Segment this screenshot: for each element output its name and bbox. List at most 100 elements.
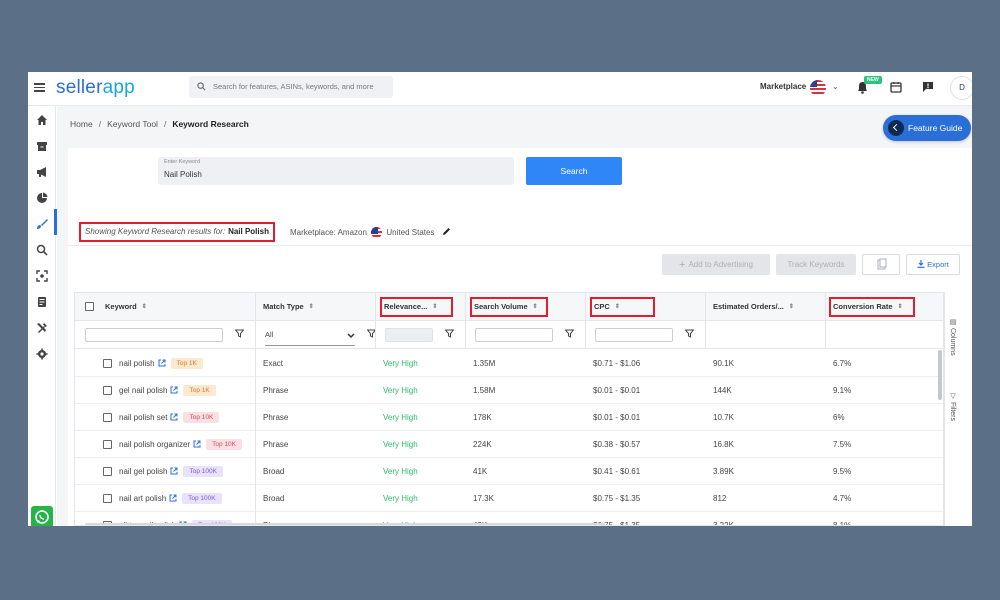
table-row[interactable]: nail gel polish Top 100K Broad Very High 41K… bbox=[75, 458, 943, 485]
sort-icon[interactable]: ⇕ bbox=[788, 304, 794, 310]
keyword-text[interactable]: nail polish bbox=[119, 359, 155, 368]
filter-icon[interactable] bbox=[685, 329, 694, 338]
table-row[interactable]: nail polish set Top 10K Phrase Very High 178… bbox=[75, 404, 943, 431]
keyword-filter-input[interactable] bbox=[85, 328, 223, 342]
column-divider bbox=[255, 377, 256, 404]
horizontal-scrollbar[interactable] bbox=[75, 522, 943, 525]
keyword-input[interactable]: Enter Keyword Nail Polish bbox=[158, 157, 514, 185]
conversion-rate-cell: 4.7% bbox=[833, 494, 852, 503]
column-label-match-type: Match Type bbox=[263, 302, 304, 311]
vertical-scrollbar-thumb[interactable] bbox=[938, 350, 942, 400]
logo[interactable]: sellerapp bbox=[56, 77, 135, 99]
report-icon[interactable] bbox=[36, 296, 48, 308]
keyword-text[interactable]: nail art polish bbox=[119, 494, 167, 503]
keyword-cell: nail polish Top 1K bbox=[119, 350, 253, 377]
search-volume-filter-input[interactable] bbox=[475, 328, 553, 342]
row-checkbox[interactable] bbox=[103, 440, 112, 449]
keyword-text[interactable]: nail polish organizer bbox=[119, 440, 191, 449]
row-checkbox[interactable] bbox=[103, 467, 112, 476]
sort-icon[interactable]: ⇕ bbox=[897, 304, 903, 310]
external-link-icon[interactable] bbox=[169, 494, 177, 502]
pie-chart-icon[interactable] bbox=[36, 192, 48, 204]
scan-icon[interactable] bbox=[36, 270, 48, 282]
breadcrumb-keyword-tool[interactable]: Keyword Tool bbox=[107, 119, 158, 129]
feedback-icon[interactable] bbox=[922, 81, 934, 93]
filter-icon[interactable] bbox=[565, 329, 574, 338]
match-type-filter-select[interactable]: All bbox=[265, 330, 274, 339]
track-keywords-button[interactable]: Track Keywords bbox=[776, 254, 856, 275]
sort-icon[interactable]: ⇕ bbox=[308, 304, 314, 310]
horizontal-scrollbar-thumb[interactable] bbox=[85, 523, 605, 525]
sort-icon[interactable]: ⇕ bbox=[141, 304, 147, 310]
gear-icon[interactable] bbox=[36, 348, 48, 360]
search-volume-cell: 178K bbox=[473, 413, 492, 422]
relevance-filter-input[interactable] bbox=[385, 328, 433, 342]
country-name: United States bbox=[386, 228, 435, 237]
column-header-match-type[interactable]: Match Type ⇕ bbox=[255, 293, 375, 321]
new-badge: NEW bbox=[864, 76, 882, 84]
export-button[interactable]: Export bbox=[906, 254, 960, 275]
table-row[interactable]: nail art polish Top 100K Broad Very High 17.… bbox=[75, 485, 943, 512]
column-header-conversion-rate[interactable]: Conversion Rate ⇕ bbox=[825, 293, 943, 321]
copy-button[interactable] bbox=[862, 254, 900, 275]
column-header-cpc[interactable]: CPC ⇕ bbox=[585, 293, 705, 321]
menu-icon[interactable] bbox=[34, 83, 45, 92]
column-label-keyword: Keyword bbox=[105, 302, 137, 311]
column-header-search-volume[interactable]: Search Volume ⇕ bbox=[465, 293, 585, 321]
add-to-advertising-button[interactable]: + Add to Advertising bbox=[662, 254, 770, 275]
filter-cell-match-type: All bbox=[255, 321, 376, 349]
divider bbox=[68, 245, 972, 246]
column-header-estimated-orders[interactable]: Estimated Orders/... ⇕ bbox=[705, 293, 825, 321]
home-icon[interactable] bbox=[36, 114, 48, 126]
column-divider bbox=[255, 458, 256, 485]
breadcrumb-home[interactable]: Home bbox=[70, 119, 93, 129]
row-checkbox[interactable] bbox=[103, 386, 112, 395]
whatsapp-button[interactable] bbox=[31, 506, 53, 526]
bell-icon[interactable] bbox=[857, 81, 868, 94]
feature-guide-button[interactable]: Feature Guide bbox=[883, 115, 971, 141]
row-checkbox[interactable] bbox=[103, 359, 112, 368]
us-flag-icon[interactable] bbox=[810, 80, 826, 96]
vertical-scrollbar[interactable] bbox=[937, 350, 943, 525]
select-all-checkbox[interactable] bbox=[85, 302, 94, 311]
search-button[interactable]: Search bbox=[526, 157, 622, 185]
calendar-icon[interactable] bbox=[890, 81, 902, 93]
table-row[interactable]: nail polish organizer Top 10K Phrase Very H… bbox=[75, 431, 943, 458]
sort-icon[interactable]: ⇕ bbox=[614, 304, 620, 310]
cpc-filter-input[interactable] bbox=[595, 328, 673, 342]
tools-icon[interactable] bbox=[36, 322, 48, 334]
chevron-down-icon[interactable]: ⌄ bbox=[832, 82, 839, 91]
sort-icon[interactable]: ⇕ bbox=[432, 304, 438, 310]
search-volume-cell: 224K bbox=[473, 440, 492, 449]
external-link-icon[interactable] bbox=[170, 413, 178, 421]
keyword-text[interactable]: nail polish set bbox=[119, 413, 168, 422]
plus-icon: + bbox=[679, 259, 686, 271]
archive-icon[interactable] bbox=[36, 140, 48, 152]
row-checkbox[interactable] bbox=[103, 494, 112, 503]
search-zoom-icon[interactable] bbox=[36, 244, 48, 256]
filters-toggle[interactable]: ▽ Filters bbox=[948, 392, 956, 421]
columns-toggle[interactable]: ▤ Columns bbox=[948, 318, 956, 356]
chevron-down-icon[interactable] bbox=[347, 333, 355, 339]
filter-icon[interactable] bbox=[235, 329, 244, 338]
column-header-relevance[interactable]: Relevance... ⇕ bbox=[375, 293, 465, 321]
user-avatar[interactable]: D bbox=[950, 76, 972, 100]
megaphone-icon[interactable] bbox=[36, 166, 48, 178]
column-divider bbox=[255, 404, 256, 431]
external-link-icon[interactable] bbox=[158, 359, 166, 367]
table-row[interactable]: nail polish Top 1K Exact Very High 1.35M $0.7… bbox=[75, 350, 943, 377]
external-link-icon[interactable] bbox=[170, 467, 178, 475]
external-link-icon[interactable] bbox=[170, 386, 178, 394]
table-row[interactable]: gel nail polish Top 1K Phrase Very High 1.58… bbox=[75, 377, 943, 404]
estimated-orders-cell: 90.1K bbox=[713, 359, 734, 368]
edit-pencil-icon[interactable] bbox=[442, 227, 451, 236]
sort-icon[interactable]: ⇕ bbox=[532, 304, 538, 310]
keyword-tool-icon[interactable] bbox=[36, 218, 48, 230]
external-link-icon[interactable] bbox=[193, 440, 201, 448]
keyword-text[interactable]: gel nail polish bbox=[119, 386, 168, 395]
keyword-text[interactable]: nail gel polish bbox=[119, 467, 168, 476]
column-header-keyword[interactable]: Keyword ⇕ bbox=[75, 293, 255, 321]
global-search-input[interactable]: Search for features, ASINs, keywords, an… bbox=[189, 76, 393, 98]
filter-icon[interactable] bbox=[445, 329, 454, 338]
row-checkbox[interactable] bbox=[103, 413, 112, 422]
